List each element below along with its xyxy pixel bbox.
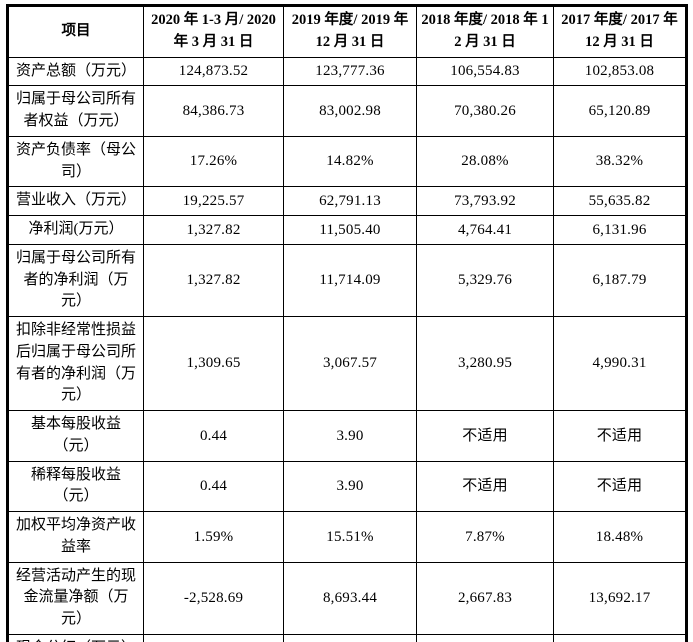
row-value: 1,309.65 — [143, 316, 284, 411]
row-label: 净利润(万元） — [7, 215, 144, 245]
row-value: 14.82% — [283, 135, 417, 188]
row-value: 70,380.26 — [416, 85, 554, 137]
table-row: 营业收入（万元） 19,225.57 62,791.13 73,793.92 55,63… — [7, 186, 687, 216]
row-value: 3.90 — [283, 410, 417, 462]
row-label: 加权平均净资产收益率 — [7, 511, 144, 563]
row-value: 3,280.95 — [416, 316, 554, 411]
row-value: 6,187.79 — [553, 243, 687, 318]
table-row: 归属于母公司所有者的净利润（万元） 1,327.82 11,714.09 5,329.… — [7, 243, 687, 318]
row-value: 不适用 — [553, 460, 687, 512]
row-value: 102,853.08 — [553, 56, 687, 87]
row-value: 1.59% — [143, 511, 284, 563]
table-row: 加权平均净资产收益率 1.59% 15.51% 7.87% 18.48% — [7, 511, 687, 563]
row-value: 28.08% — [416, 135, 554, 188]
row-value: - — [143, 633, 284, 642]
row-value: 5,329.76 — [416, 243, 554, 318]
header-cell-2017: 2017 年度/ 2017 年 12 月 31 日 — [553, 5, 687, 58]
row-value: 0.44 — [143, 410, 284, 462]
header-row: 项目 2020 年 1-3 月/ 2020 年 3 月 31 日 2019 年度… — [7, 5, 687, 58]
row-value: 0.44 — [143, 460, 284, 512]
row-value: 2,667.83 — [416, 561, 554, 635]
row-label: 稀释每股收益（元） — [7, 460, 144, 512]
row-value: 73,793.92 — [416, 186, 554, 216]
header-cell-2019: 2019 年度/ 2019 年 12 月 31 日 — [283, 5, 417, 58]
row-value: 83,002.98 — [283, 85, 417, 137]
table-body: 资产总额（万元） 124,873.52 123,777.36 106,554.83 10… — [7, 56, 687, 642]
row-value: 123,777.36 — [283, 56, 417, 87]
row-label: 营业收入（万元） — [7, 186, 144, 216]
row-label: 经营活动产生的现金流量净额（万元） — [7, 561, 144, 635]
table-row: 经营活动产生的现金流量净额（万元） -2,528.69 8,693.44 2,667.… — [7, 561, 687, 635]
row-value: 11,505.40 — [283, 215, 417, 245]
row-value: - — [283, 633, 417, 642]
row-value: 13,692.17 — [553, 561, 687, 635]
row-value: 6,131.96 — [553, 215, 687, 245]
table-row: 净利润(万元） 1,327.82 11,505.40 4,764.41 6,131.96 — [7, 215, 687, 245]
row-value: 15.51% — [283, 511, 417, 563]
row-value: 4,990.31 — [553, 316, 687, 411]
row-value: 17.26% — [143, 135, 284, 188]
table-row: 资产总额（万元） 124,873.52 123,777.36 106,554.83 10… — [7, 56, 687, 87]
row-label: 扣除非经常性损益后归属于母公司所有者的净利润（万元） — [7, 316, 144, 411]
header-cell-2020: 2020 年 1-3 月/ 2020 年 3 月 31 日 — [143, 5, 284, 58]
row-value: 106,554.83 — [416, 56, 554, 87]
row-value: 65,120.89 — [553, 85, 687, 137]
row-value: 11,714.09 — [283, 243, 417, 318]
row-value: 124,873.52 — [143, 56, 284, 87]
row-value: - — [416, 633, 554, 642]
row-value: 3.90 — [283, 460, 417, 512]
row-value: -2,528.69 — [143, 561, 284, 635]
row-value: 7.87% — [416, 511, 554, 563]
row-value: 不适用 — [416, 460, 554, 512]
row-label: 基本每股收益（元） — [7, 410, 144, 462]
row-value: 不适用 — [553, 410, 687, 462]
table-row: 基本每股收益（元） 0.44 3.90 不适用 不适用 — [7, 410, 687, 462]
row-value: 18.48% — [553, 511, 687, 563]
row-value: 55,635.82 — [553, 186, 687, 216]
row-label: 归属于母公司所有者权益（万元） — [7, 85, 144, 137]
row-value: 1,327.82 — [143, 243, 284, 318]
row-label: 现金分红（万元） — [7, 633, 144, 642]
row-label: 归属于母公司所有者的净利润（万元） — [7, 243, 144, 318]
table-row: 扣除非经常性损益后归属于母公司所有者的净利润（万元） 1,309.65 3,067.… — [7, 316, 687, 411]
row-value: 不适用 — [416, 410, 554, 462]
row-value: 38.32% — [553, 135, 687, 188]
header-cell-2018: 2018 年度/ 2018 年 12 月 31 日 — [416, 5, 554, 58]
table-row: 稀释每股收益（元） 0.44 3.90 不适用 不适用 — [7, 460, 687, 512]
row-value: 1,327.82 — [143, 215, 284, 245]
row-value: 84,386.73 — [143, 85, 284, 137]
table-row: 现金分红（万元）---1,450.00 — [7, 633, 687, 642]
row-label: 资产总额（万元） — [7, 56, 144, 87]
row-value: 19,225.57 — [143, 186, 284, 216]
row-value: 8,693.44 — [283, 561, 417, 635]
table-row: 资产负债率（母公司） 17.26% 14.82% 28.08% 38.32% — [7, 135, 687, 188]
row-value: 4,764.41 — [416, 215, 554, 245]
row-label: 资产负债率（母公司） — [7, 135, 144, 188]
header-cell-item: 项目 — [7, 5, 144, 58]
table-row: 归属于母公司所有者权益（万元） 84,386.73 83,002.98 70,380.… — [7, 85, 687, 137]
row-value: 1,450.00 — [553, 633, 687, 642]
financial-summary-table: 项目 2020 年 1-3 月/ 2020 年 3 月 31 日 2019 年度… — [6, 4, 688, 642]
row-value: 62,791.13 — [283, 186, 417, 216]
row-value: 3,067.57 — [283, 316, 417, 411]
